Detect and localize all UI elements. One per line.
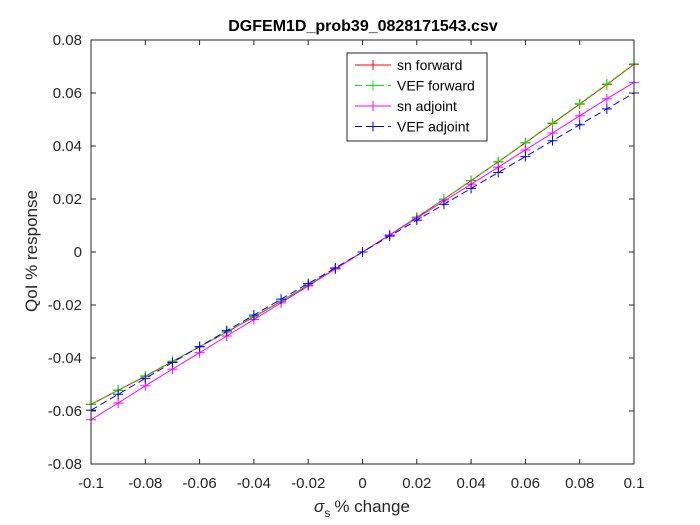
y-tick-label: 0 bbox=[74, 244, 82, 261]
data-point bbox=[330, 262, 341, 273]
y-tick-label: 0.08 bbox=[53, 32, 82, 49]
x-tick-label: 0.02 bbox=[402, 475, 431, 492]
y-tick-label: -0.02 bbox=[48, 297, 82, 314]
legend-label: VEF adjoint bbox=[397, 119, 469, 135]
x-axis-title: σs % change bbox=[314, 497, 410, 520]
x-tick-label: 0 bbox=[358, 475, 366, 492]
x-axis-label-text: % change bbox=[334, 497, 410, 516]
x-tick-label: -0.1 bbox=[78, 475, 104, 492]
chart-title: DGFEM1D_prob39_0828171543.csv bbox=[228, 18, 498, 35]
legend-label: sn forward bbox=[397, 57, 462, 73]
legend: sn forward VEF forward sn adjoint VEF adjoi… bbox=[346, 52, 488, 142]
y-tick-label: 0.06 bbox=[53, 85, 82, 102]
y-tick-label: -0.06 bbox=[48, 403, 82, 420]
legend-label: sn adjoint bbox=[397, 98, 457, 114]
data-point bbox=[113, 398, 124, 409]
x-tick-label: -0.06 bbox=[182, 475, 216, 492]
data-point bbox=[357, 247, 368, 257]
data-point bbox=[276, 294, 287, 305]
data-point bbox=[601, 93, 612, 104]
data-point bbox=[303, 278, 314, 289]
data-point bbox=[574, 119, 585, 130]
x-tick-label: -0.02 bbox=[291, 475, 325, 492]
data-point bbox=[466, 183, 477, 194]
data-point bbox=[547, 117, 558, 128]
data-point bbox=[438, 199, 449, 210]
data-point bbox=[574, 98, 585, 109]
x-tick-label: 0.1 bbox=[624, 475, 645, 492]
data-point bbox=[574, 110, 585, 121]
x-tick-label: -0.08 bbox=[128, 475, 162, 492]
y-tick-label: 0.02 bbox=[53, 191, 82, 208]
x-tick-label: 0.06 bbox=[511, 475, 540, 492]
y-tick-label: -0.04 bbox=[48, 350, 82, 367]
x-axis-subscript: s bbox=[324, 506, 330, 520]
data-point bbox=[601, 103, 612, 114]
data-point bbox=[384, 231, 395, 242]
y-axis-title: QoI % response bbox=[22, 190, 41, 312]
data-point bbox=[194, 341, 205, 352]
legend-item: VEF forward bbox=[355, 78, 475, 94]
legend-item: sn forward bbox=[355, 57, 462, 73]
data-point bbox=[140, 373, 151, 384]
x-tick-label: 0.08 bbox=[565, 475, 594, 492]
data-point bbox=[113, 389, 124, 400]
x-axis-symbol: σ bbox=[314, 497, 325, 516]
y-tick-label: -0.08 bbox=[48, 456, 82, 473]
data-point bbox=[601, 78, 612, 89]
legend-label: VEF forward bbox=[397, 78, 475, 94]
data-point bbox=[493, 167, 504, 178]
data-point bbox=[411, 215, 422, 226]
legend-item: sn adjoint bbox=[355, 98, 457, 114]
data-point bbox=[167, 357, 178, 368]
y-tick-label: 0.04 bbox=[53, 138, 82, 155]
data-point bbox=[221, 325, 232, 336]
x-tick-label: -0.04 bbox=[237, 475, 271, 492]
legend-items: sn forward VEF forward sn adjoint VEF adjoi… bbox=[355, 57, 475, 135]
data-point bbox=[248, 310, 259, 321]
axis-layer: -0.1 -0.08 -0.06 -0.04 -0.02 0 0.02 0.04 0.06 0.0… bbox=[48, 32, 645, 492]
legend-item: VEF adjoint bbox=[355, 119, 469, 135]
data-point bbox=[547, 135, 558, 146]
data-point bbox=[520, 151, 531, 162]
x-tick-label: 0.04 bbox=[456, 475, 485, 492]
